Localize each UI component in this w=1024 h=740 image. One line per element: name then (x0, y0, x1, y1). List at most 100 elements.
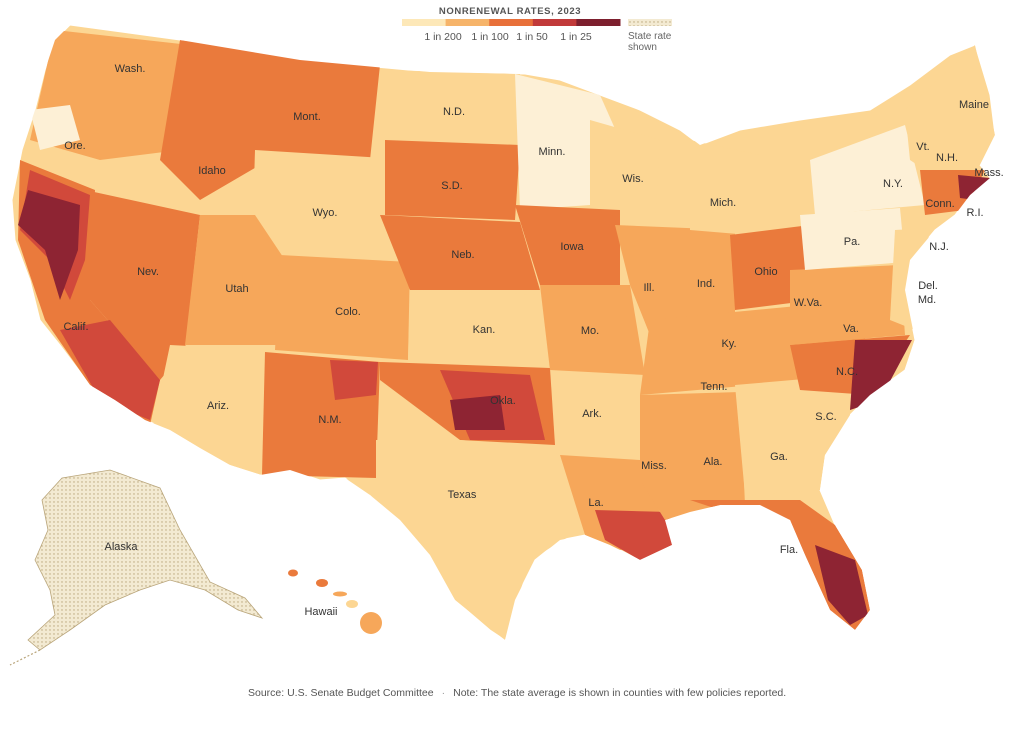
hawaii-island-kauai (288, 569, 298, 577)
label-nm: N.M. (318, 414, 341, 426)
label-ill: Ill. (644, 282, 655, 294)
alaska-shape (27, 469, 264, 651)
region-nm-high (330, 360, 378, 400)
label-calif: Calif. (63, 321, 88, 333)
label-wva: W.Va. (794, 297, 823, 309)
label-ny: N.Y. (883, 178, 903, 190)
label-ind: Ind. (697, 278, 715, 290)
hawaii-island-big-island (360, 612, 382, 634)
label-mont: Mont. (293, 111, 321, 123)
label-mass: Mass. (974, 167, 1003, 179)
region-kansas (408, 290, 545, 365)
label-nj: N.J. (929, 241, 949, 253)
hawaii-island-molokai (333, 591, 347, 597)
label-wis: Wis. (622, 173, 643, 185)
label-texas: Texas (448, 489, 477, 501)
label-sc: S.C. (815, 411, 836, 423)
label-nd: N.D. (443, 106, 465, 118)
region-southern-california (60, 320, 160, 420)
region-illinois-indiana (615, 225, 735, 335)
label-nh: N.H. (936, 152, 958, 164)
label-la: La. (588, 497, 603, 509)
region-new-york (810, 125, 925, 215)
footer-note: Note: The state average is shown in coun… (453, 687, 787, 699)
region-virginia-wva (790, 265, 905, 345)
region-utah (185, 215, 285, 345)
legend-color-bar (402, 19, 621, 26)
region-texas (330, 440, 580, 640)
region-mississippi-alabama (640, 392, 745, 520)
region-pennsylvania (800, 208, 905, 270)
label-ohio: Ohio (754, 266, 777, 278)
label-sd: S.D. (441, 180, 462, 192)
label-fla: Fla. (780, 544, 798, 556)
footer-source: Source: U.S. Senate Budget Committee (248, 687, 434, 699)
label-ariz: Ariz. (207, 400, 229, 412)
label-hawaii: Hawaii (304, 606, 337, 618)
label-iowa: Iowa (560, 241, 584, 253)
label-ore: Ore. (64, 140, 85, 152)
label-ri: R.I. (966, 207, 983, 219)
legend-tick-1-in-100: 1 in 100 (471, 31, 509, 43)
label-miss: Miss. (641, 460, 667, 472)
label-conn: Conn. (925, 198, 954, 210)
label-ga: Ga. (770, 451, 788, 463)
label-md: Md. (918, 294, 936, 306)
region-iowa (515, 205, 620, 285)
legend-color-segment (402, 19, 447, 26)
region-dakotas (385, 70, 520, 145)
legend-color-segment (445, 19, 490, 26)
legend-color-segment (532, 19, 577, 26)
label-nev: Nev. (137, 266, 159, 278)
region-nebraska (380, 215, 540, 290)
region-missouri (540, 285, 645, 375)
label-pa: Pa. (844, 236, 861, 248)
label-colo: Colo. (335, 306, 361, 318)
legend-state-rate-swatch (628, 19, 672, 26)
region-new-england (905, 45, 995, 180)
legend: NONRENEWAL RATES, 2023 1 in 200 1 in 100… (402, 6, 672, 53)
region-louisiana-coast (595, 510, 672, 560)
label-okla: Okla. (490, 395, 516, 407)
region-michigan (690, 140, 760, 235)
label-wyo: Wyo. (313, 207, 338, 219)
legend-state-rate-line1: State rate (628, 31, 672, 42)
label-tenn: Tenn. (701, 381, 728, 393)
lower-48 (11, 24, 996, 641)
label-del: Del. (918, 280, 938, 292)
legend-title: NONRENEWAL RATES, 2023 (439, 6, 581, 17)
hawaii-island-maui (346, 600, 358, 608)
label-ark: Ark. (582, 408, 602, 420)
region-wisconsin (590, 120, 660, 230)
region-florida (690, 500, 870, 630)
legend-tick-1-in-50: 1 in 50 (516, 31, 548, 43)
region-nc-coast (850, 340, 912, 410)
state-labels: Wash. Ore. Idaho Mont. Wyo. Nev. Utah Ca… (63, 63, 1003, 618)
alaska-aleutians (9, 649, 41, 666)
region-arkansas (555, 372, 640, 460)
label-neb: Neb. (451, 249, 474, 261)
label-wash: Wash. (115, 63, 146, 75)
hawaii-island-oahu (316, 579, 328, 587)
label-nc: N.C. (836, 366, 858, 378)
region-south-dakota (385, 140, 520, 220)
legend-tick-1-in-200: 1 in 200 (424, 31, 462, 43)
label-ky: Ky. (721, 338, 736, 350)
region-nevada (85, 190, 200, 380)
label-mich: Mich. (710, 197, 736, 209)
region-georgia-sc (735, 375, 850, 495)
label-mo: Mo. (581, 325, 599, 337)
label-alaska: Alaska (104, 541, 138, 553)
hawaii-islands (288, 569, 382, 634)
legend-tick-1-in-25: 1 in 25 (560, 31, 592, 43)
region-wyoming (252, 150, 385, 255)
region-california-extreme (18, 190, 80, 300)
region-oklahoma-extreme (450, 395, 505, 430)
region-ri-mass-extreme (958, 175, 990, 200)
legend-color-segment (576, 19, 621, 26)
region-florida-extreme (815, 545, 868, 625)
label-idaho: Idaho (198, 165, 226, 177)
label-utah: Utah (225, 283, 248, 295)
label-maine: Maine (959, 99, 989, 111)
legend-color-segment (489, 19, 534, 26)
